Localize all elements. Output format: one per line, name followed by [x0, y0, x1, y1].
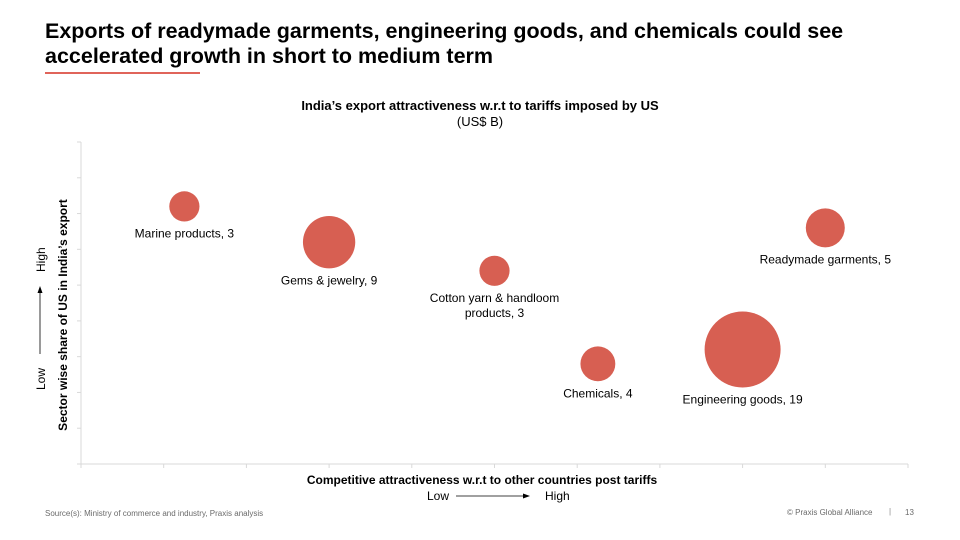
bubble-cotton-yarn-handloom-products: [479, 255, 510, 286]
bubble-marine-products: [169, 191, 200, 222]
axes: [77, 141, 909, 468]
bubbles: [169, 191, 845, 388]
y-direction-indicator: Low High: [34, 247, 48, 390]
bubble-label: Marine products, 3: [135, 226, 235, 240]
x-direction-arrow-head: [523, 493, 530, 499]
footer-source: Source(s): Ministry of commerce and indu…: [45, 509, 264, 518]
footer-separator: |: [889, 507, 892, 516]
page-number: 13: [905, 508, 914, 517]
bubble-label: Gems & jewelry, 9: [281, 273, 378, 287]
footer-copyright: © Praxis Global Alliance: [787, 508, 873, 517]
x-axis-label: Competitive attractiveness w.r.t to othe…: [307, 473, 658, 487]
bubble-chemicals: [580, 346, 616, 382]
bubble-labels: Marine products, 3 Gems & jewelry, 9 Cotto…: [135, 226, 892, 406]
chart-subtitle: (US$ B): [456, 114, 504, 129]
bubble-readymade-garments: [805, 208, 845, 248]
y-direction-high: High: [34, 247, 48, 272]
bubble-label: Cotton yarn & handloom products, 3: [430, 291, 559, 320]
bubble-label: Chemicals, 4: [563, 386, 633, 400]
chart-title: India’s export attractiveness w.r.t to t…: [301, 98, 659, 113]
bubble-gems-jewelry: [302, 216, 356, 269]
bubble-engineering-goods: [704, 311, 781, 388]
bubble-label: Engineering goods, 19: [683, 393, 803, 407]
y-axis-label: Sector wise share of US in India’s expor…: [56, 199, 70, 431]
y-direction-low: Low: [34, 368, 48, 390]
x-direction-low: Low: [427, 489, 449, 503]
title-underline: [45, 72, 200, 74]
x-direction-high: High: [545, 489, 570, 503]
slide-title: Exports of readymade garments, engineeri…: [45, 19, 844, 68]
y-direction-arrow-head: [37, 286, 43, 293]
x-direction-indicator: Low High: [427, 489, 570, 503]
bubble-label: Readymade garments, 5: [760, 252, 892, 266]
